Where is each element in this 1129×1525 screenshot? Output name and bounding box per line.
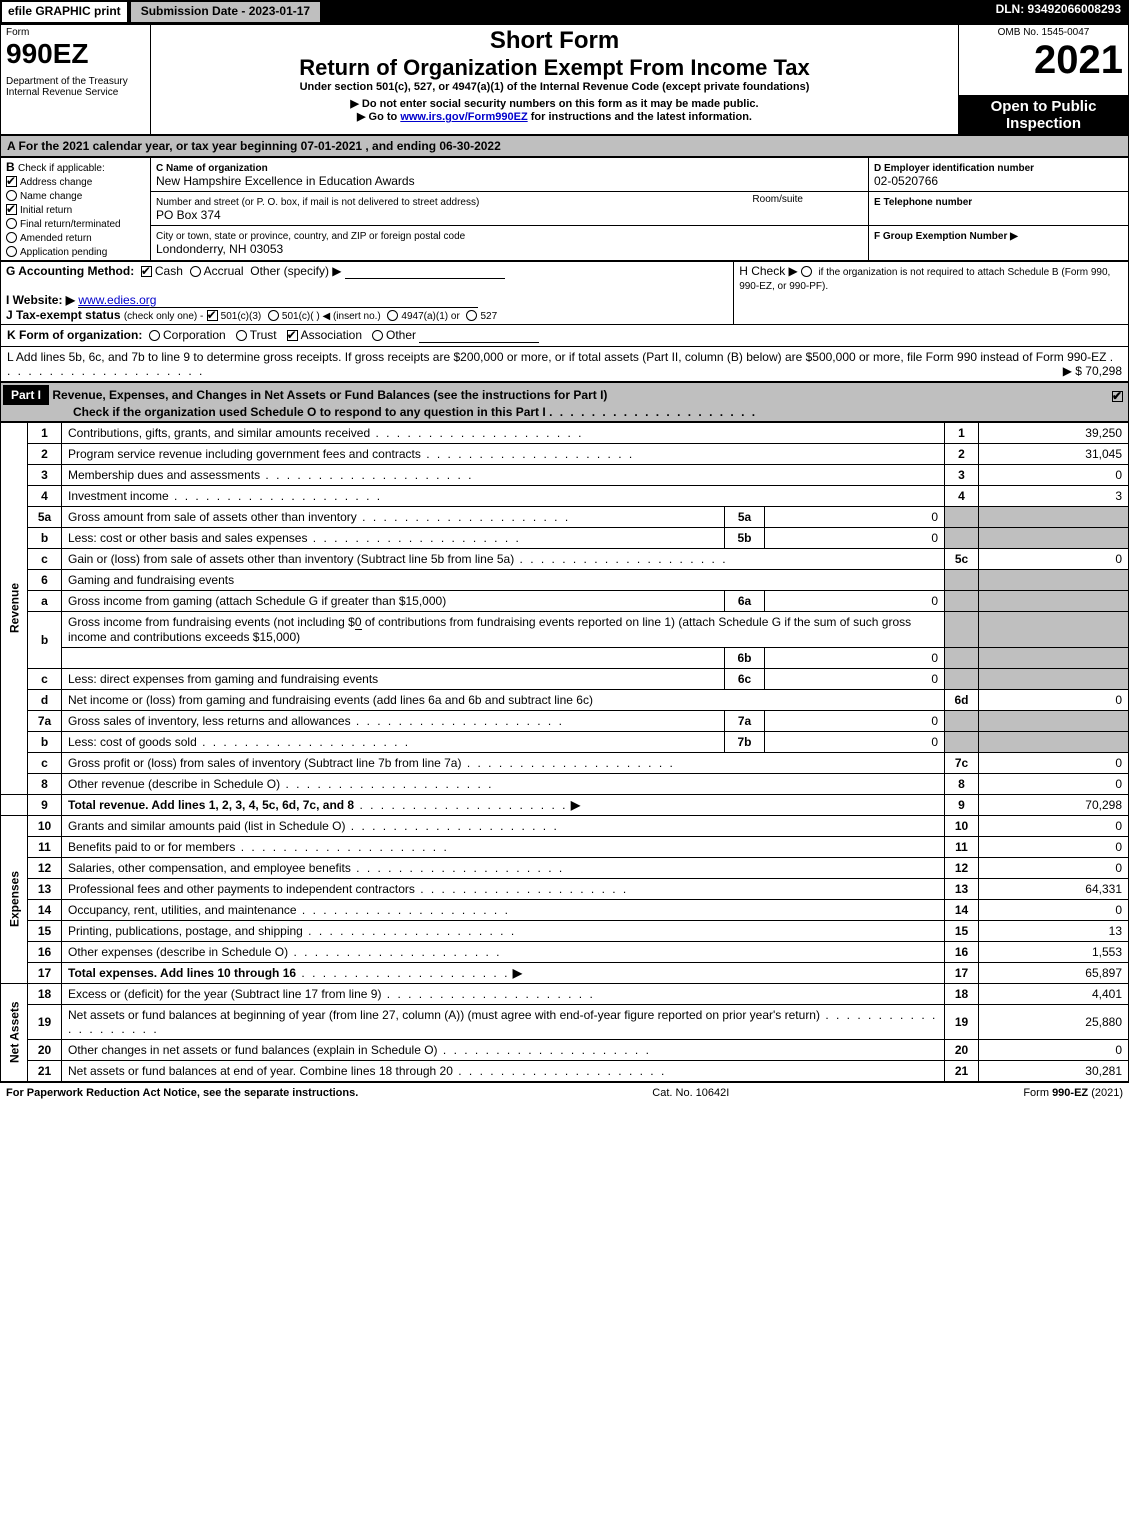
- omb-label: OMB No. 1545-0047: [964, 27, 1123, 38]
- irs-link[interactable]: www.irs.gov/Form990EZ: [400, 111, 527, 123]
- section-k: K Form of organization: Corporation Trus…: [0, 325, 1129, 347]
- check-name-change[interactable]: [6, 190, 17, 201]
- form-number: 990EZ: [6, 38, 145, 70]
- check-accrual[interactable]: [190, 266, 201, 277]
- top-bar: efile GRAPHIC print Submission Date - 20…: [0, 0, 1129, 24]
- check-501c[interactable]: [268, 310, 279, 321]
- section-g: G Accounting Method: Cash Accrual Other …: [1, 261, 734, 324]
- open-inspection-box: Open to Public Inspection: [959, 95, 1129, 134]
- dept-label: Department of the Treasury: [6, 76, 145, 87]
- efile-label[interactable]: efile GRAPHIC print: [0, 0, 129, 24]
- check-amended[interactable]: [6, 232, 17, 243]
- tax-year: 2021: [964, 38, 1123, 83]
- page-footer: For Paperwork Reduction Act Notice, see …: [0, 1082, 1129, 1103]
- short-form-title: Short Form: [156, 27, 953, 55]
- section-f: F Group Exemption Number ▶: [869, 226, 1129, 260]
- section-c-addr: Number and street (or P. O. box, if mail…: [151, 191, 869, 225]
- section-c-name: C Name of organization New Hampshire Exc…: [151, 157, 869, 191]
- org-info-block: B Check if applicable: Address change Na…: [0, 157, 1129, 261]
- check-pending[interactable]: [6, 246, 17, 257]
- check-initial-return[interactable]: [6, 204, 17, 215]
- revenue-side-label: Revenue: [1, 422, 28, 794]
- section-j-label: J Tax-exempt status: [6, 308, 121, 322]
- check-schedule-b[interactable]: [801, 266, 812, 277]
- irs-label: Internal Revenue Service: [6, 87, 145, 98]
- expenses-side-label: Expenses: [1, 815, 28, 983]
- section-c-city: City or town, state or province, country…: [151, 226, 869, 260]
- website-link[interactable]: www.edies.org: [78, 293, 478, 308]
- accounting-block: G Accounting Method: Cash Accrual Other …: [0, 261, 1129, 325]
- section-b: B Check if applicable: Address change Na…: [1, 157, 151, 260]
- part1-header: Part I Revenue, Expenses, and Changes in…: [0, 382, 1129, 422]
- netassets-side-label: Net Assets: [1, 983, 28, 1081]
- warning-link: ▶ Go to www.irs.gov/Form990EZ for instru…: [156, 110, 953, 123]
- section-i-label: I Website: ▶: [6, 293, 75, 307]
- warning-ssn: ▶ Do not enter social security numbers o…: [156, 97, 953, 110]
- subtitle: Under section 501(c), 527, or 4947(a)(1)…: [156, 81, 953, 93]
- check-501c3[interactable]: [207, 310, 218, 321]
- section-d: D Employer identification number 02-0520…: [869, 157, 1129, 191]
- check-assoc[interactable]: [287, 330, 298, 341]
- dln-label: DLN: 93492066008293: [988, 0, 1129, 24]
- check-cash[interactable]: [141, 266, 152, 277]
- check-trust[interactable]: [236, 330, 247, 341]
- check-schedule-o[interactable]: [1112, 391, 1123, 402]
- check-final-return[interactable]: [6, 218, 17, 229]
- footer-left: For Paperwork Reduction Act Notice, see …: [6, 1087, 358, 1099]
- form-header: Form 990EZ Department of the Treasury In…: [0, 24, 1129, 135]
- submission-date: Submission Date - 2023-01-17: [129, 0, 322, 24]
- topbar-spacer: [322, 0, 987, 24]
- check-corp[interactable]: [149, 330, 160, 341]
- form-word: Form: [6, 27, 145, 38]
- lines-table: Revenue 1Contributions, gifts, grants, a…: [0, 422, 1129, 1082]
- section-h: H Check ▶ if the organization is not req…: [734, 261, 1129, 324]
- footer-catno: Cat. No. 10642I: [652, 1087, 729, 1099]
- check-527[interactable]: [466, 310, 477, 321]
- check-address-change[interactable]: [6, 176, 17, 187]
- check-4947[interactable]: [387, 310, 398, 321]
- section-e: E Telephone number: [869, 191, 1129, 225]
- main-title: Return of Organization Exempt From Incom…: [156, 55, 953, 81]
- section-a: A For the 2021 calendar year, or tax yea…: [0, 135, 1129, 157]
- section-l: L Add lines 5b, 6c, and 7b to line 9 to …: [0, 347, 1129, 382]
- footer-formno: Form 990-EZ (2021): [1023, 1087, 1123, 1099]
- check-other-org[interactable]: [372, 330, 383, 341]
